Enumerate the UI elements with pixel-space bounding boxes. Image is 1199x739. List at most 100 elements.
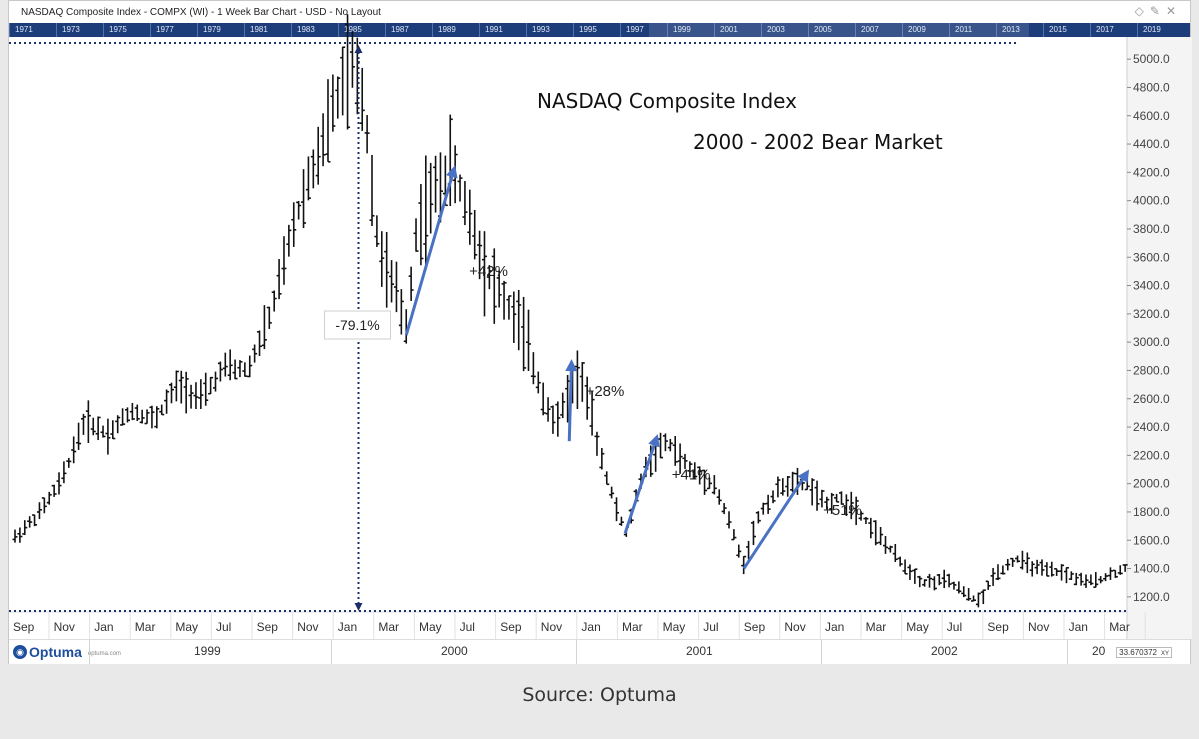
year-navigator-strip[interactable]: 1971 1973 1975 1977 1979 1981 1983 1985 1987 1989… (9, 23, 1190, 37)
ohlc-bar (1122, 564, 1128, 572)
ohlc-bar (917, 575, 923, 588)
ohlc-bar (956, 581, 962, 594)
ohlc-bar (159, 404, 165, 416)
ohlc-bar (80, 413, 86, 435)
ohlc-bar (261, 305, 267, 350)
x-month-label: May (906, 620, 929, 634)
ohlc-bar (71, 436, 77, 464)
logo-name: Optuma (29, 644, 82, 660)
year-strip-label[interactable]: 2015 (1049, 25, 1067, 34)
year-strip-label[interactable]: 2017 (1096, 25, 1114, 34)
year-strip-label[interactable]: 1971 (15, 25, 33, 34)
ohlc-bar (922, 579, 928, 587)
year-strip-label[interactable]: 2007 (861, 25, 879, 34)
year-strip-label[interactable]: 1993 (532, 25, 550, 34)
ohlc-bar (814, 480, 820, 511)
ohlc-bar (868, 517, 874, 539)
ohlc-bar (315, 126, 321, 185)
ohlc-bar (1005, 559, 1011, 571)
year-divider (89, 640, 90, 664)
year-strip-label[interactable]: 1985 (344, 25, 362, 34)
ohlc-bar (379, 231, 385, 287)
x-month-label: Jul (703, 620, 718, 634)
ohlc-bar (697, 466, 703, 485)
year-strip-label[interactable]: 1973 (62, 25, 80, 34)
year-strip-divider (1043, 23, 1044, 37)
optuma-logo: ◉ Optuma optuma.com (13, 643, 121, 661)
ohlc-bar (110, 420, 116, 440)
year-strip-label[interactable]: 2003 (767, 25, 785, 34)
ohlc-bar (721, 503, 727, 515)
year-strip-label[interactable]: 2009 (908, 25, 926, 34)
ohlc-bar (790, 471, 796, 492)
y-tick-label: 4400.0 (1133, 137, 1170, 151)
coordinate-readout: 33.670372 XY (1116, 647, 1172, 658)
year-strip-divider (761, 23, 762, 37)
year-strip-label[interactable]: 1989 (438, 25, 456, 34)
year-strip-divider (808, 23, 809, 37)
y-tick-label: 4800.0 (1133, 80, 1170, 94)
ohlc-bar (741, 555, 747, 575)
ohlc-bar (51, 484, 57, 497)
year-strip-label[interactable]: 1999 (673, 25, 691, 34)
year-divider (821, 640, 822, 664)
year-divider (331, 640, 332, 664)
x-month-label: Jan (1069, 620, 1088, 634)
year-strip-label[interactable]: 2013 (1002, 25, 1020, 34)
x-month-label: Nov (784, 620, 805, 634)
ohlc-bar (711, 475, 717, 495)
year-strip-label[interactable]: 1983 (297, 25, 315, 34)
ohlc-bar (291, 202, 297, 247)
ohlc-bar (462, 181, 468, 226)
ohlc-bar (682, 453, 688, 469)
ohlc-bar (780, 478, 786, 496)
x-month-label: Sep (987, 620, 1009, 634)
ohlc-bar (667, 438, 673, 452)
year-strip-label[interactable]: 2011 (955, 25, 973, 34)
diamond-icon[interactable]: ◇ (1134, 4, 1150, 18)
x-month-label: Mar (378, 620, 399, 634)
ohlc-bar (941, 569, 947, 589)
year-strip-label[interactable]: 1981 (250, 25, 268, 34)
ohlc-bar (139, 409, 145, 424)
ohlc-bar (168, 382, 174, 404)
year-strip-label[interactable]: 1991 (485, 25, 503, 34)
year-strip-label[interactable]: 1997 (626, 25, 644, 34)
ohlc-bar (966, 588, 972, 601)
x-year-label: 2000 (441, 644, 468, 658)
x-month-label: Jul (947, 620, 962, 634)
year-strip-label[interactable]: 1979 (203, 25, 221, 34)
year-strip-divider (526, 23, 527, 37)
year-strip-label[interactable]: 1987 (391, 25, 409, 34)
year-strip-label[interactable]: 2001 (720, 25, 738, 34)
ohlc-bar (286, 224, 292, 257)
ohlc-bar (1068, 571, 1074, 580)
year-strip-label[interactable]: 1995 (579, 25, 597, 34)
ohlc-bar (193, 382, 199, 410)
ohlc-bar (692, 462, 698, 480)
ohlc-bar (931, 576, 937, 591)
ohlc-bar (134, 404, 140, 422)
ohlc-bar (17, 527, 23, 543)
ohlc-bar (726, 511, 732, 529)
pin-icon[interactable]: ✎ (1149, 4, 1166, 18)
year-strip-divider (1090, 23, 1091, 37)
ohlc-bar (525, 309, 531, 372)
ohlc-bar (222, 352, 228, 377)
close-icon[interactable]: ✕ (1165, 4, 1182, 18)
ohlc-bar (144, 409, 150, 425)
year-strip-label[interactable]: 1977 (156, 25, 174, 34)
ohlc-chart[interactable]: 1200.0 1400.0 1600.0 1800.0 2000.0 2200.0 2400… (9, 1, 1192, 665)
year-strip-divider (479, 23, 480, 37)
visible-range-highlight[interactable] (649, 23, 1029, 37)
year-strip-label[interactable]: 2005 (814, 25, 832, 34)
year-strip-label[interactable]: 2019 (1143, 25, 1161, 34)
ohlc-bar (467, 189, 473, 245)
ohlc-bar (907, 564, 913, 580)
ohlc-bar (936, 573, 942, 586)
ohlc-bar (1019, 550, 1025, 570)
ohlc-bar (188, 384, 194, 409)
year-divider (576, 640, 577, 664)
year-strip-label[interactable]: 1975 (109, 25, 127, 34)
drawdown-arrow-bottom (354, 603, 363, 611)
